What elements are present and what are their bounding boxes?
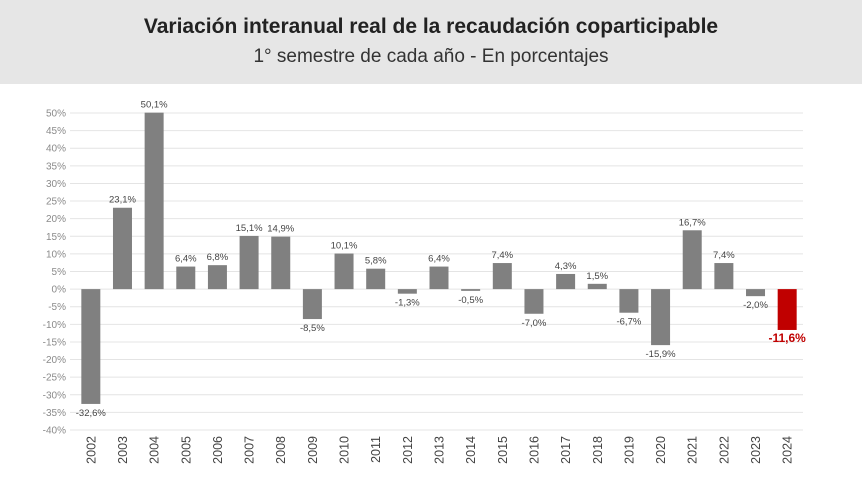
x-tick-label-2018: 2018 bbox=[591, 436, 605, 464]
y-tick-label: -10% bbox=[43, 320, 66, 331]
y-tick-label: 20% bbox=[46, 214, 66, 225]
bar-2007 bbox=[239, 235, 259, 290]
data-label-2010: 10,1% bbox=[331, 241, 358, 252]
data-label-2004: 50,1% bbox=[141, 100, 168, 111]
data-label-2008: 14,9% bbox=[267, 224, 294, 235]
y-tick-label: -15% bbox=[43, 337, 66, 348]
y-tick-label: -20% bbox=[43, 355, 66, 366]
y-tick-label: 0% bbox=[52, 285, 67, 296]
x-tick-label-2016: 2016 bbox=[527, 436, 541, 464]
x-tick-label-2003: 2003 bbox=[116, 436, 130, 464]
x-tick-label-2020: 2020 bbox=[654, 436, 668, 464]
x-tick-label-2015: 2015 bbox=[496, 436, 510, 464]
bar-2015 bbox=[492, 263, 512, 290]
x-tick-label-2023: 2023 bbox=[749, 436, 763, 464]
bar-2002 bbox=[81, 289, 101, 404]
data-label-2005: 6,4% bbox=[175, 254, 197, 265]
data-label-2019: -6,7% bbox=[616, 317, 641, 328]
bar-2012 bbox=[397, 289, 417, 294]
y-tick-label: 40% bbox=[46, 144, 66, 155]
x-tick-label-2011: 2011 bbox=[369, 436, 383, 463]
x-tick-label-2009: 2009 bbox=[306, 436, 320, 464]
chart-title: Variación interanual real de la recaudac… bbox=[143, 15, 719, 38]
data-label-2015: 7,4% bbox=[491, 250, 513, 261]
bar-2016 bbox=[524, 289, 544, 314]
data-label-2023: -2,0% bbox=[743, 300, 768, 311]
x-tick-label-2019: 2019 bbox=[622, 436, 636, 464]
chart-subtitle: 1° semestre de cada año - En porcentajes bbox=[253, 46, 609, 67]
bar-2013 bbox=[429, 266, 449, 290]
bar-2017 bbox=[556, 273, 576, 290]
bar-2010 bbox=[334, 253, 354, 290]
y-tick-label: 50% bbox=[46, 109, 66, 120]
bar-2024 bbox=[777, 289, 797, 330]
x-tick-label-2022: 2022 bbox=[717, 436, 731, 464]
y-tick-label: -5% bbox=[48, 302, 66, 313]
x-tick-label-2002: 2002 bbox=[84, 436, 98, 464]
data-label-2024: -11,6% bbox=[768, 331, 806, 345]
data-label-2009: -8,5% bbox=[300, 323, 325, 334]
x-tick-label-2024: 2024 bbox=[781, 436, 795, 464]
bar-2019 bbox=[619, 289, 639, 313]
x-tick-label-2012: 2012 bbox=[401, 436, 415, 464]
bar-2003 bbox=[112, 207, 132, 290]
y-tick-label: -25% bbox=[43, 373, 66, 384]
data-label-2014: -0,5% bbox=[458, 295, 483, 306]
x-tick-label-2014: 2014 bbox=[464, 436, 478, 464]
data-label-2022: 7,4% bbox=[713, 250, 735, 261]
bar-2020 bbox=[651, 289, 671, 346]
x-tick-label-2004: 2004 bbox=[148, 436, 162, 464]
data-label-2011: 5,8% bbox=[365, 256, 387, 267]
x-tick-label-2017: 2017 bbox=[559, 436, 573, 464]
y-tick-label: 35% bbox=[46, 161, 66, 172]
data-label-2016: -7,0% bbox=[522, 318, 547, 329]
y-tick-label: -40% bbox=[43, 426, 66, 437]
bar-2011 bbox=[366, 268, 386, 290]
data-label-2007: 15,1% bbox=[236, 223, 263, 234]
y-tick-label: 45% bbox=[46, 126, 66, 137]
x-tick-label-2005: 2005 bbox=[179, 436, 193, 464]
bar-2009 bbox=[302, 289, 322, 320]
bar-2006 bbox=[207, 265, 227, 290]
y-tick-label: 15% bbox=[46, 232, 66, 243]
data-label-2013: 6,4% bbox=[428, 254, 450, 265]
data-label-2017: 4,3% bbox=[555, 261, 577, 272]
bar-2022 bbox=[714, 263, 734, 290]
x-tick-label-2006: 2006 bbox=[211, 436, 225, 464]
bar-2018 bbox=[587, 283, 607, 290]
bar-2004 bbox=[144, 112, 164, 290]
x-tick-label-2008: 2008 bbox=[274, 436, 288, 464]
data-label-2002: -32,6% bbox=[76, 408, 107, 419]
bar-2005 bbox=[176, 266, 196, 290]
bar-2023 bbox=[746, 289, 766, 297]
bar-2014 bbox=[461, 289, 481, 291]
bar-2021 bbox=[682, 230, 702, 290]
x-tick-label-2021: 2021 bbox=[686, 436, 700, 464]
y-tick-label: 5% bbox=[52, 267, 67, 278]
x-tick-label-2007: 2007 bbox=[243, 436, 257, 464]
x-tick-label-2010: 2010 bbox=[338, 436, 352, 464]
chart-header: Variación interanual real de la recaudac… bbox=[0, 0, 862, 84]
data-label-2020: -15,9% bbox=[646, 349, 677, 360]
bar-chart: 50% 45% 40% 35% 30% 25% 20% 15% 10% 5% 0% -5% -10% -1… bbox=[43, 100, 807, 464]
data-label-2018: 1,5% bbox=[586, 271, 608, 282]
data-label-2003: 23,1% bbox=[109, 195, 136, 206]
data-label-2006: 6,8% bbox=[207, 252, 229, 263]
y-tick-label: 25% bbox=[46, 197, 66, 208]
y-tick-label: -30% bbox=[43, 390, 66, 401]
x-tick-label-2013: 2013 bbox=[433, 436, 447, 464]
data-label-2021: 16,7% bbox=[679, 217, 706, 228]
y-tick-label: -35% bbox=[43, 408, 66, 419]
y-tick-label: 30% bbox=[46, 179, 66, 190]
y-tick-label: 10% bbox=[46, 249, 66, 260]
bar-2008 bbox=[271, 236, 291, 290]
data-label-2012: -1,3% bbox=[395, 298, 420, 309]
